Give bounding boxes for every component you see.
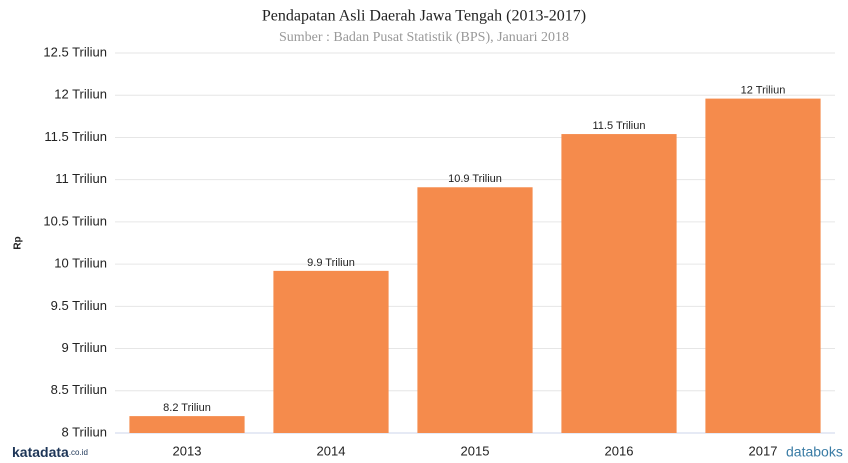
brand-left-text: katadata bbox=[12, 444, 69, 460]
y-tick-label: 8 Triliun bbox=[61, 424, 107, 439]
brand-left: katadata.co.id bbox=[12, 444, 88, 460]
data-label: 11.5 Triliun bbox=[593, 120, 646, 132]
y-tick-label: 10 Triliun bbox=[54, 256, 107, 271]
chart-subtitle: Sumber : Badan Pusat Statistik (BPS), Ja… bbox=[279, 30, 569, 45]
x-tick-label: 2017 bbox=[749, 443, 778, 458]
x-tick-label: 2013 bbox=[173, 443, 202, 458]
x-tick-label: 2014 bbox=[317, 443, 346, 458]
bar bbox=[273, 270, 389, 433]
y-tick-label: 10.5 Triliun bbox=[43, 213, 107, 228]
x-tick-label: 2015 bbox=[461, 443, 490, 458]
y-tick-label: 12 Triliun bbox=[54, 87, 107, 102]
data-label: 10.9 Triliun bbox=[448, 173, 502, 185]
y-tick-label: 11 Triliun bbox=[55, 171, 107, 186]
y-tick-label: 12.5 Triliun bbox=[43, 44, 107, 59]
brand-right: databoks bbox=[786, 444, 843, 460]
data-label: 9.9 Triliun bbox=[307, 257, 355, 269]
data-label: 12 Triliun bbox=[741, 85, 786, 97]
data-label: 8.2 Triliun bbox=[163, 402, 211, 414]
bar bbox=[417, 187, 533, 433]
y-tick-label: 9 Triliun bbox=[61, 340, 107, 355]
bar bbox=[705, 98, 821, 433]
brand-left-suffix: .co.id bbox=[69, 448, 88, 457]
y-tick-label: 9.5 Triliun bbox=[51, 298, 107, 313]
chart-title: Pendapatan Asli Daerah Jawa Tengah (2013… bbox=[262, 8, 586, 25]
y-tick-label: 8.5 Triliun bbox=[51, 382, 107, 397]
y-tick-label: 11.5 Triliun bbox=[44, 129, 107, 144]
bar bbox=[129, 416, 245, 433]
y-axis-label: Rp bbox=[13, 236, 24, 249]
x-tick-label: 2016 bbox=[605, 443, 634, 458]
bar bbox=[561, 134, 677, 434]
